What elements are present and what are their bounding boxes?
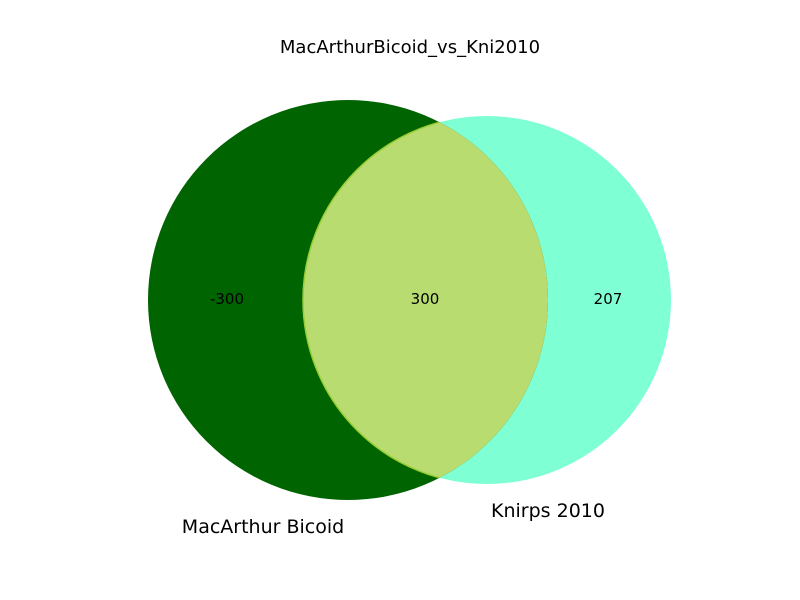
diagram-title: MacArthurBicoid_vs_Kni2010 bbox=[280, 37, 540, 58]
set-b-label: Knirps 2010 bbox=[491, 500, 605, 522]
intersection-count: 300 bbox=[411, 290, 440, 308]
set-a-label: MacArthur Bicoid bbox=[182, 516, 344, 538]
set-b-only-count: 207 bbox=[594, 290, 623, 308]
set-a-only-count: -300 bbox=[210, 290, 244, 308]
